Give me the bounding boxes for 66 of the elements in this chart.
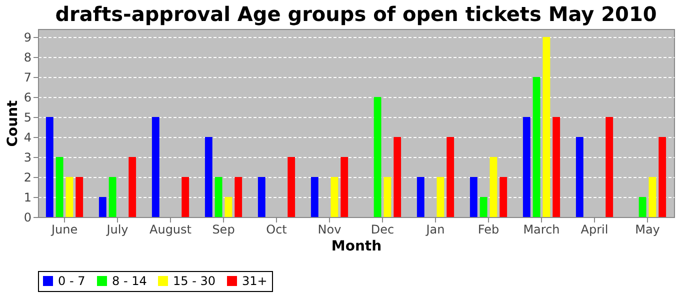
bar — [576, 137, 584, 217]
legend-label: 0 - 7 — [58, 274, 86, 288]
bar — [480, 197, 488, 217]
chart-title: drafts-approval Age groups of open tickets May 2010 — [55, 2, 657, 26]
bar — [234, 177, 242, 217]
bar — [436, 177, 444, 217]
y-tick-label: 9 — [24, 30, 32, 44]
bar — [416, 177, 424, 217]
bar — [606, 117, 614, 217]
x-tick-label: June — [50, 222, 78, 236]
bar — [224, 197, 232, 217]
y-tick-label: 8 — [24, 50, 32, 64]
bar — [330, 177, 338, 217]
bar — [152, 117, 160, 217]
y-tick-label: 6 — [24, 90, 32, 104]
bar — [470, 177, 478, 217]
bar — [340, 157, 348, 217]
y-axis-title: Count — [4, 100, 21, 147]
bar — [490, 157, 498, 217]
y-tick-label: 5 — [24, 110, 32, 124]
bar — [204, 137, 212, 217]
y-tick-label: 2 — [24, 170, 32, 184]
legend-label: 15 - 30 — [173, 274, 216, 288]
x-tick-label: Feb — [478, 222, 500, 236]
bar — [310, 177, 318, 217]
x-tick-label: Dec — [370, 222, 394, 236]
x-axis-title: Month — [331, 238, 382, 254]
bar — [56, 157, 64, 217]
bar — [394, 137, 402, 217]
bar — [66, 177, 74, 217]
bar — [522, 117, 530, 217]
x-tick-label: August — [150, 222, 192, 236]
x-tick-label: Nov — [318, 222, 342, 236]
y-tick-label: 4 — [24, 130, 32, 144]
y-tick-label: 1 — [24, 190, 32, 204]
bar — [542, 37, 550, 217]
y-tick-label: 3 — [24, 150, 32, 164]
bar — [128, 157, 136, 217]
x-tick-label: March — [523, 222, 560, 236]
y-tick-label: 7 — [24, 70, 32, 84]
x-tick-label: April — [580, 222, 608, 236]
legend-label: 8 - 14 — [112, 274, 147, 288]
x-tick-label: Oct — [266, 222, 288, 236]
bar — [288, 157, 296, 217]
y-tick-label: 0 — [24, 210, 32, 224]
bar — [648, 177, 656, 217]
bar — [98, 197, 106, 217]
x-tick-label: May — [635, 222, 660, 236]
x-tick-label: Sep — [212, 222, 235, 236]
bar — [374, 97, 382, 217]
bar — [76, 177, 84, 217]
bar — [108, 177, 116, 217]
bar — [658, 137, 666, 217]
bar — [214, 177, 222, 217]
x-tick-label: Jan — [425, 222, 445, 236]
bar — [552, 117, 560, 217]
bar — [500, 177, 508, 217]
legend-label: 31+ — [242, 274, 268, 288]
bar — [532, 77, 540, 217]
x-tick-label: July — [106, 222, 128, 236]
bar — [258, 177, 266, 217]
bar — [384, 177, 392, 217]
bar — [46, 117, 54, 217]
bar — [446, 137, 454, 217]
bar — [638, 197, 646, 217]
bar — [182, 177, 190, 217]
